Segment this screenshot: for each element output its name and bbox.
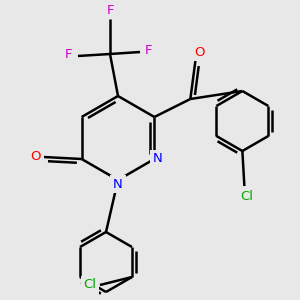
Text: F: F — [106, 4, 114, 16]
Text: N: N — [113, 178, 123, 190]
Text: Cl: Cl — [83, 278, 97, 292]
Text: O: O — [30, 149, 41, 163]
Text: Cl: Cl — [240, 190, 253, 202]
Text: F: F — [65, 49, 73, 62]
Text: O: O — [194, 46, 205, 59]
Text: F: F — [145, 44, 153, 58]
Text: N: N — [152, 152, 162, 166]
